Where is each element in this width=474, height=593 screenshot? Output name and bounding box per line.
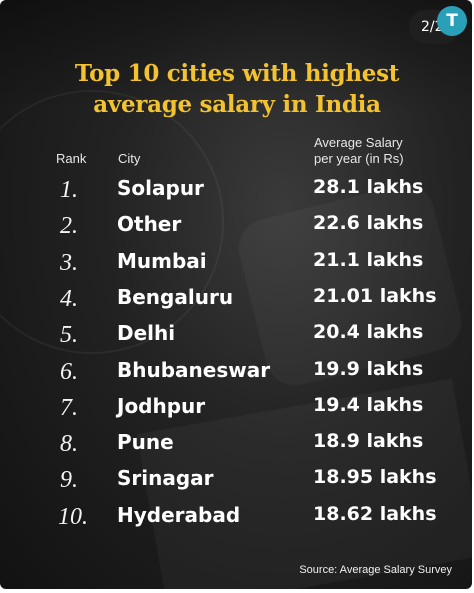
city-cell: Jodhpur: [117, 393, 206, 418]
rank-cell: 4.: [60, 285, 78, 312]
salary-cell: 19.4 lakhs: [313, 393, 424, 416]
column-header-city: City: [118, 151, 141, 166]
rank-cell: 2.: [60, 213, 78, 240]
table-row: 2. Other 22.6 lakhs: [0, 209, 472, 245]
rank-cell: 8.: [60, 431, 78, 458]
table-row: 9. Srinagar 18.95 lakhs: [0, 463, 472, 499]
rank-cell: 6.: [60, 358, 78, 385]
salary-cell: 21.1 lakhs: [313, 248, 424, 271]
table-row: 1. Solapur 28.1 lakhs: [0, 173, 472, 209]
city-cell: Hyderabad: [117, 502, 241, 527]
salary-cell: 28.1 lakhs: [313, 176, 424, 198]
salary-cell: 21.01 lakhs: [313, 284, 437, 307]
table-row: 3. Mumbai 21.1 lakhs: [0, 246, 472, 282]
salary-cell: 18.62 lakhs: [313, 502, 437, 525]
city-cell: Delhi: [117, 321, 176, 346]
source-note: Source: Average Salary Survey: [299, 564, 452, 576]
city-cell: Solapur: [117, 176, 204, 200]
table-row: 4. Bengaluru 21.01 lakhs: [0, 282, 472, 318]
chart-title-line-1: Top 10 cities with highest: [74, 60, 400, 87]
salary-cell: 18.9 lakhs: [313, 430, 424, 453]
rank-cell: 1.: [60, 177, 78, 203]
publisher-logo-icon: T: [437, 6, 467, 36]
table-row: 8. Pune 18.9 lakhs: [0, 427, 472, 463]
rank-cell: 10.: [58, 503, 88, 530]
city-cell: Bhubaneswar: [117, 357, 271, 382]
salary-cell: 19.9 lakhs: [313, 357, 424, 380]
rank-cell: 3.: [60, 249, 78, 276]
column-header-salary-line-1: Average Salary: [314, 135, 403, 150]
rank-cell: 7.: [60, 394, 78, 421]
city-cell: Srinagar: [117, 466, 214, 491]
salary-cell: 18.95 lakhs: [313, 466, 437, 489]
city-cell: Pune: [117, 430, 174, 455]
column-header-salary-line-2: per year (in Rs): [314, 151, 404, 166]
table-row: 5. Delhi 20.4 lakhs: [0, 318, 472, 354]
chart-title: Top 10 cities with highest average salar…: [0, 58, 472, 120]
chart-title-line-2: average salary in India: [93, 91, 381, 118]
rank-cell: 5.: [60, 322, 78, 349]
table-row: 7. Jodhpur 19.4 lakhs: [0, 391, 472, 427]
city-cell: Other: [117, 212, 182, 237]
salary-cell: 20.4 lakhs: [313, 321, 424, 344]
table-row: 10. Hyderabad 18.62 lakhs: [0, 500, 472, 536]
city-cell: Bengaluru: [117, 284, 234, 309]
salary-cell: 22.6 lakhs: [313, 212, 424, 235]
city-cell: Mumbai: [117, 248, 207, 273]
column-header-salary: Average Salary per year (in Rs): [314, 135, 404, 167]
column-header-rank: Rank: [56, 151, 87, 166]
rank-cell: 9.: [60, 467, 78, 494]
table-row: 6. Bhubaneswar 19.9 lakhs: [0, 355, 472, 391]
